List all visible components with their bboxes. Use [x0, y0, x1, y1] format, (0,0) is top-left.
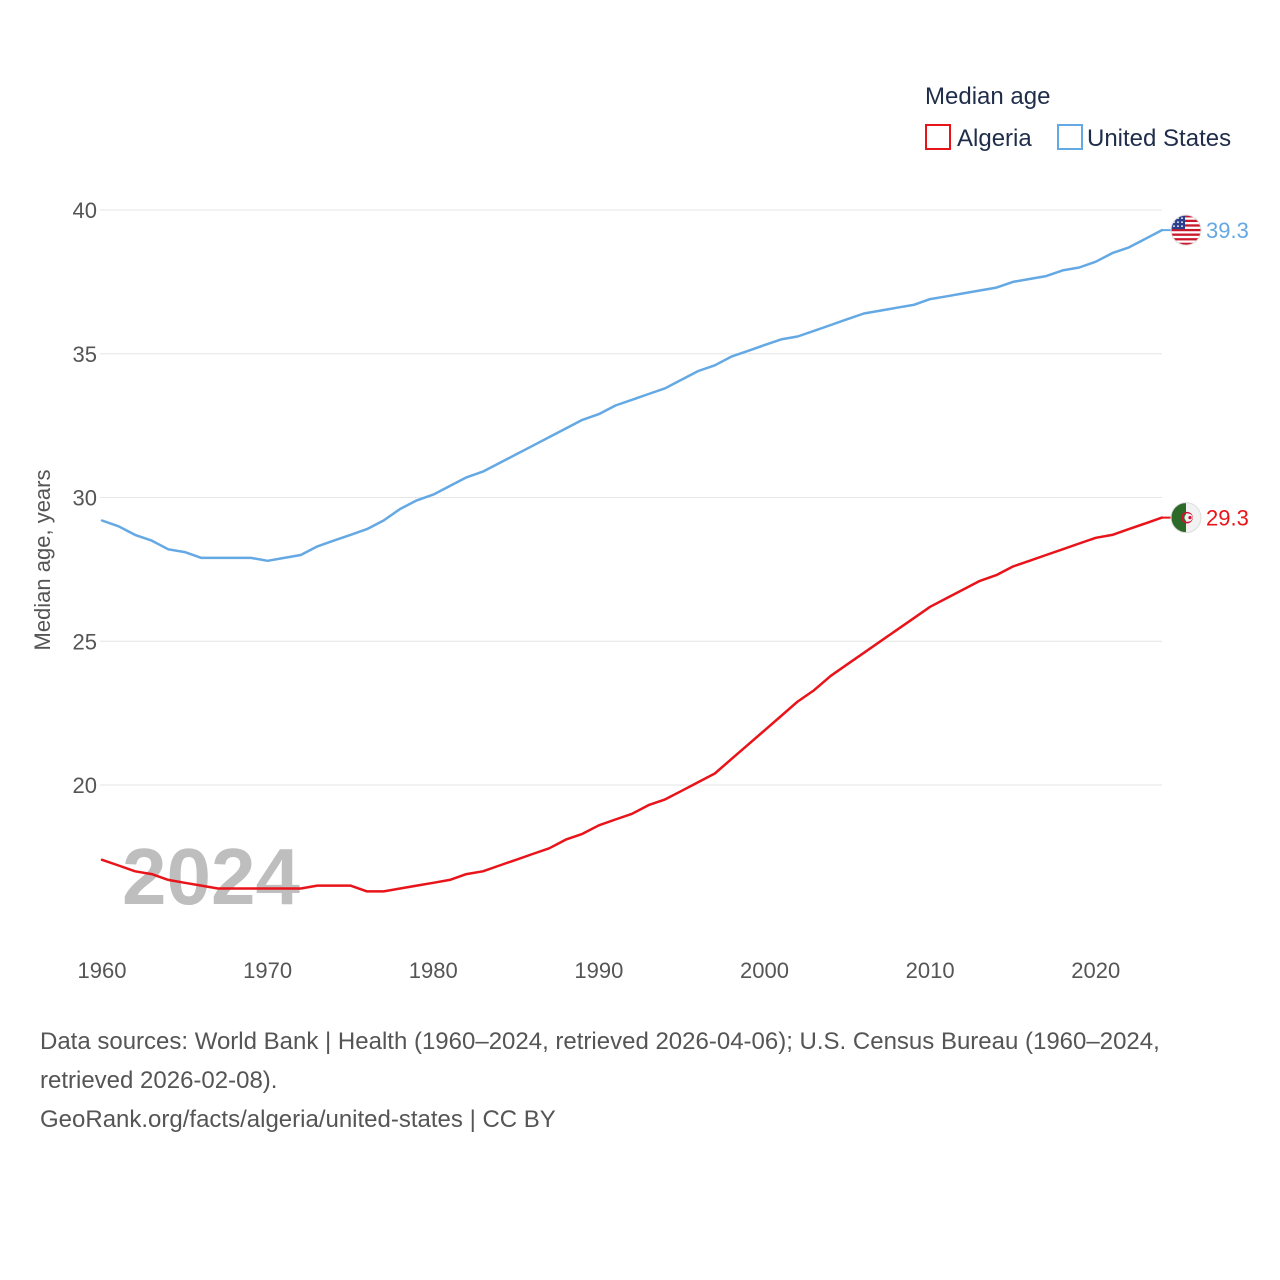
united-states-flag-icon — [1170, 214, 1202, 246]
gridlines — [100, 209, 1162, 786]
legend-label-algeria: Algeria — [957, 125, 1032, 152]
year-watermark: 2024 — [122, 832, 300, 921]
y-axis-ticks: 20 25 30 35 40 — [73, 198, 97, 798]
credit-link[interactable]: GeoRank.org/facts/algeria/united-states … — [40, 1106, 556, 1133]
series-line-algeria[interactable] — [100, 516, 1164, 893]
algeria-flag-icon — [1170, 502, 1202, 534]
chart-footer: Data sources: World Bank | Health (1960–… — [40, 1022, 1250, 1139]
legend-item-algeria[interactable]: Algeria — [925, 124, 1032, 152]
legend-label-united-states: United States — [1087, 125, 1231, 152]
y-axis-title: Median age, years — [30, 470, 55, 651]
x-tick-label: 2020 — [1071, 958, 1120, 983]
x-axis-ticks: 1960 1970 1980 1990 2000 2010 2020 — [78, 958, 1121, 983]
series-lines — [100, 228, 1164, 893]
legend-swatch-united-states — [1057, 124, 1083, 150]
x-tick-label: 2000 — [740, 958, 789, 983]
legend: Median age Algeria United States — [925, 83, 1231, 152]
end-value-label-united-states: 39.3 — [1206, 218, 1249, 243]
legend-item-united-states[interactable]: United States — [1057, 124, 1231, 152]
y-tick-label: 35 — [73, 342, 97, 367]
y-tick-label: 30 — [73, 486, 97, 511]
legend-swatch-algeria — [925, 124, 951, 150]
y-tick-label: 25 — [73, 629, 97, 654]
x-tick-label: 1990 — [574, 958, 623, 983]
x-tick-label: 1960 — [78, 958, 127, 983]
y-tick-label: 40 — [73, 198, 97, 223]
end-value-label-algeria: 29.3 — [1206, 506, 1249, 531]
series-line-united-states[interactable] — [100, 228, 1164, 563]
series-end-markers: 29.3 39.3 — [1162, 214, 1249, 534]
y-tick-label: 20 — [73, 773, 97, 798]
legend-title: Median age — [925, 83, 1050, 110]
x-tick-label: 1970 — [243, 958, 292, 983]
x-tick-label: 1980 — [409, 958, 458, 983]
x-tick-label: 2010 — [906, 958, 955, 983]
data-sources-text: Data sources: World Bank | Health (1960–… — [40, 1028, 1160, 1094]
